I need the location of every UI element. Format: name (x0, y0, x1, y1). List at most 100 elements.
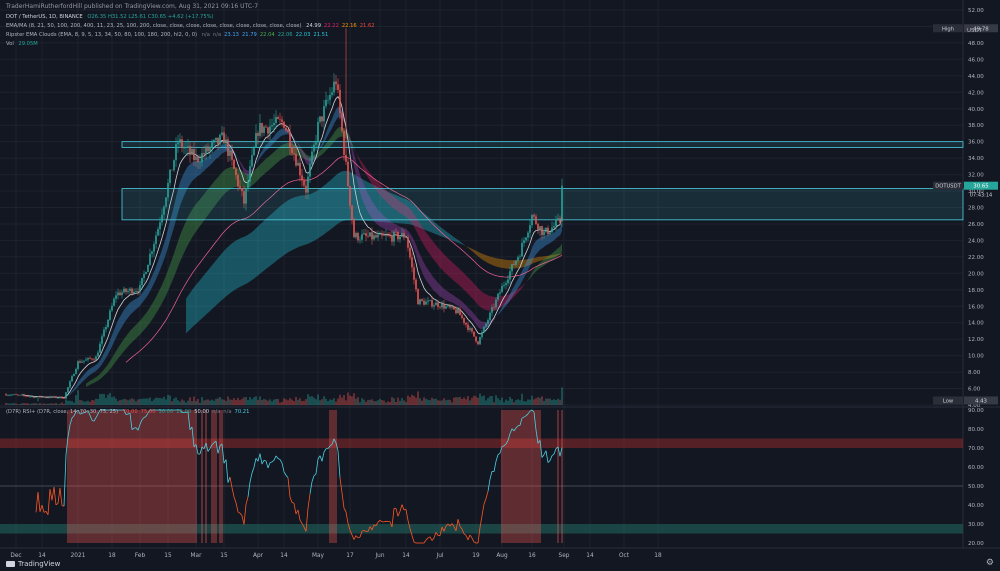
candle-body (515, 260, 517, 265)
candle-body (531, 215, 533, 226)
rsi-legend-label[interactable]: (D7R) RSI+ (D7R, close, 14, 70, 30, 75, … (6, 409, 119, 415)
rsi-line-segment (451, 523, 455, 527)
rsi-overbought-highlight (79, 410, 81, 543)
volume-bar (7, 403, 9, 405)
ema-cloud-long-segment (382, 189, 384, 223)
rsi-value-2: 30.00 (158, 409, 174, 415)
rsi-line-segment (501, 445, 505, 448)
candle-body (109, 310, 111, 320)
volume-bar (187, 400, 189, 405)
volume-bar (209, 400, 211, 405)
ema-cloud-short-segment (240, 161, 242, 168)
ema-cloud-mid-segment (184, 221, 186, 253)
ema-cloud-short-segment (140, 293, 142, 306)
ema-cloud-mid (86, 126, 562, 387)
ema-cloud-long-segment (556, 254, 558, 257)
ema-cloud-mid-segment (194, 203, 196, 235)
rsi-line-segment (201, 446, 205, 450)
ema-cloud-short-segment (124, 307, 126, 324)
volume-bar (423, 397, 425, 405)
volume-bar (427, 399, 429, 405)
ema-cloud-long-segment (554, 254, 556, 257)
ema-cloud-short-segment (532, 243, 534, 262)
legend-ema-label[interactable]: EMA/MA (8, 21, 50, 100, 200, 400, 11, 23… (6, 23, 302, 29)
candle-body (367, 235, 369, 237)
candle-body (321, 116, 323, 122)
candle-body (505, 283, 507, 285)
ema-cloud-long-segment (222, 250, 224, 300)
candle-body (135, 291, 137, 292)
volume-bar (225, 400, 227, 405)
candle-body (189, 146, 191, 155)
rsi-line-segment (315, 458, 319, 474)
ema-cloud-mid-segment (400, 201, 402, 215)
ema-cloud-mid-segment (204, 191, 206, 221)
ema-cloud-mid-segment (460, 269, 462, 288)
rsi-line-segment (435, 532, 439, 536)
volume-bar (481, 396, 483, 405)
candle-body (11, 394, 13, 396)
volume-bar (139, 398, 141, 405)
rsi-overbought-highlight (161, 410, 163, 543)
volume-bar (123, 398, 125, 405)
ema-cloud-long-segment (414, 204, 416, 227)
ema-cloud-long-segment (190, 290, 192, 330)
candle-body (311, 151, 313, 165)
ripster-value-2: 23.13 (224, 32, 239, 38)
rsi-line-segment (89, 415, 93, 421)
ema-cloud-long-segment (464, 244, 466, 247)
volume-bar (163, 396, 165, 405)
price-tick-label: 36.00 (968, 140, 984, 146)
legend-symbol-row: DOT / TetherUS, 1D, BINANCE O26.35 H31.5… (6, 14, 217, 20)
ema-cloud-short-segment (516, 278, 518, 292)
volume-bar (63, 403, 65, 405)
ema-cloud-short-segment (468, 307, 470, 317)
legend-ripster-label[interactable]: Ripster EMA Clouds (EMA, 8, 9, 5, 13, 34… (6, 32, 198, 38)
volume-bar (363, 399, 365, 405)
ema-cloud-mid-segment (270, 153, 272, 170)
volume-bar (101, 393, 103, 405)
ema-cloud-mid-segment (446, 256, 448, 276)
legend-vol-label[interactable]: Vol (6, 41, 14, 47)
volume-bar (173, 398, 175, 405)
high-tag-value: 49.78 (973, 26, 989, 32)
volume-bar (129, 399, 131, 405)
ema-cloud-long-segment (362, 178, 364, 221)
rsi-line-segment (543, 450, 547, 455)
rsi-line-segment (63, 454, 67, 507)
volume-bar (313, 397, 315, 405)
rsi-overbought-highlight (101, 410, 103, 543)
rsi-line-segment (405, 509, 409, 521)
ema-8-line (21, 95, 563, 399)
candle-body (225, 139, 227, 144)
rsi-line-segment (57, 487, 61, 504)
candle-body (193, 149, 195, 160)
rsi-overbought-highlight (177, 410, 179, 543)
ripster-value-4: 22.04 (259, 32, 275, 38)
ema-cloud-mid-segment (190, 209, 192, 242)
rsi-overbought-highlight (83, 410, 85, 543)
candle-body (489, 312, 491, 321)
volume-bar (431, 397, 433, 405)
ema-cloud-long-segment (250, 231, 252, 282)
legend-symbol[interactable]: DOT / TetherUS, 1D, BINANCE (6, 14, 83, 20)
price-tick-label: 38.00 (968, 123, 984, 129)
volume-bar (443, 398, 445, 405)
volume-bar (33, 403, 35, 405)
volume-bar (115, 398, 117, 405)
rsi-line-segment (145, 412, 149, 417)
ema-cloud-short-segment (448, 291, 450, 302)
ema-cloud-short-segment (110, 335, 112, 351)
candle-body (7, 395, 9, 396)
gear-icon[interactable]: ⚙ (985, 558, 994, 568)
volume-bar (141, 398, 143, 405)
ema-cloud-long-segment (198, 280, 200, 322)
ema-cloud-long-segment (316, 190, 318, 240)
candle-body (359, 239, 361, 241)
candle-body (335, 81, 337, 85)
tradingview-brand[interactable]: TradingView (6, 560, 60, 568)
ema-cloud-mid-segment (326, 141, 328, 151)
rsi-line-segment (305, 508, 309, 532)
ema-cloud-mid-segment (516, 288, 518, 295)
